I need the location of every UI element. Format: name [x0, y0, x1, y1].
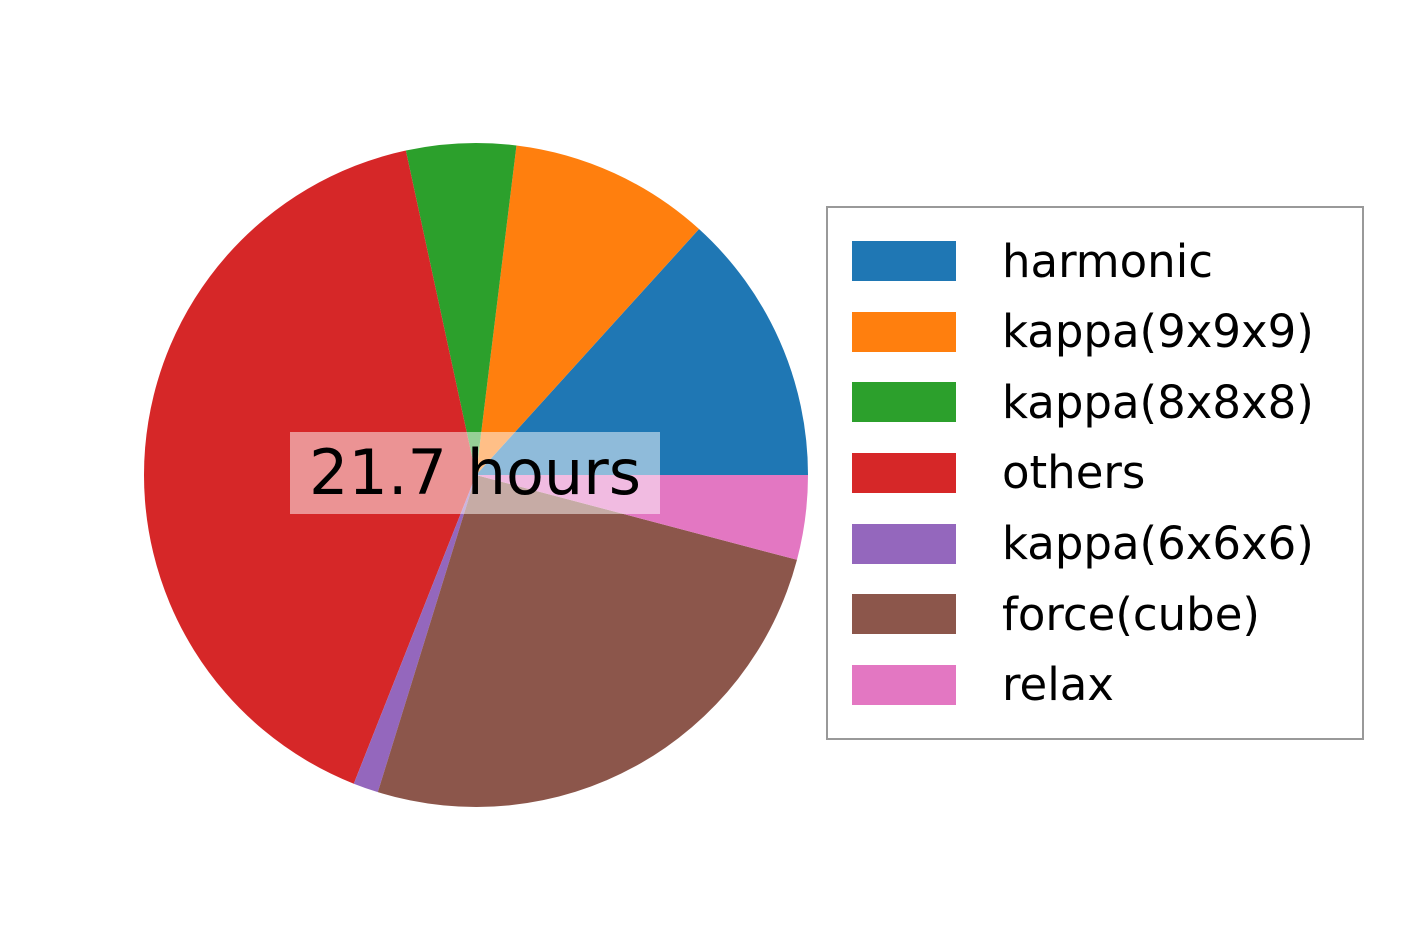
legend-swatch-icon-kappa-8x8x8: [852, 382, 956, 423]
legend-label-harmonic: harmonic: [1002, 234, 1213, 288]
legend-item-kappa-6x6x6[interactable]: kappa(6x6x6): [828, 513, 1362, 575]
legend-label-force-cube: force(cube): [1002, 587, 1260, 641]
legend-label-others: others: [1002, 446, 1146, 500]
legend-label-kappa-8x8x8: kappa(8x8x8): [1002, 375, 1314, 429]
legend-label-relax: relax: [1002, 658, 1114, 712]
legend-swatch-icon-others: [852, 452, 956, 493]
center-label-text: 21.7 hours: [308, 436, 642, 509]
legend-swatch-icon-kappa-6x6x6: [852, 523, 956, 564]
pie-slice-kappa9x9x9[interactable]: [476, 145, 700, 475]
legend-swatch-icon-harmonic: [852, 241, 956, 281]
legend-label-kappa-9x9x9: kappa(9x9x9): [1002, 305, 1314, 359]
legend-item-others[interactable]: others: [828, 442, 1362, 504]
legend-box: harmonic kappa(9x9x9) kappa(8x8x8) other…: [826, 206, 1364, 740]
legend-item-harmonic[interactable]: harmonic: [828, 230, 1362, 292]
legend-item-relax[interactable]: relax: [828, 654, 1362, 716]
legend-swatch-icon-kappa-9x9x9: [852, 311, 956, 352]
legend-swatch-icon-force-cube: [852, 594, 956, 635]
legend-item-kappa-9x9x9[interactable]: kappa(9x9x9): [828, 301, 1362, 363]
pie-slice-kappa6x6x6[interactable]: [353, 475, 476, 793]
legend-item-kappa-8x8x8[interactable]: kappa(8x8x8): [828, 371, 1362, 433]
legend-item-force-cube[interactable]: force(cube): [828, 583, 1362, 645]
legend-label-kappa-6x6x6: kappa(6x6x6): [1002, 517, 1314, 571]
pie-slice-kappa8x8x8[interactable]: [405, 142, 517, 476]
pie-slice-forcecube[interactable]: [377, 475, 797, 808]
center-label-box: 21.7 hours: [290, 432, 660, 514]
pie-slice-harmonic[interactable]: [476, 229, 808, 475]
pie-plot-area: 21.7 hours: [143, 142, 808, 808]
legend-swatch-icon-relax: [852, 664, 956, 705]
